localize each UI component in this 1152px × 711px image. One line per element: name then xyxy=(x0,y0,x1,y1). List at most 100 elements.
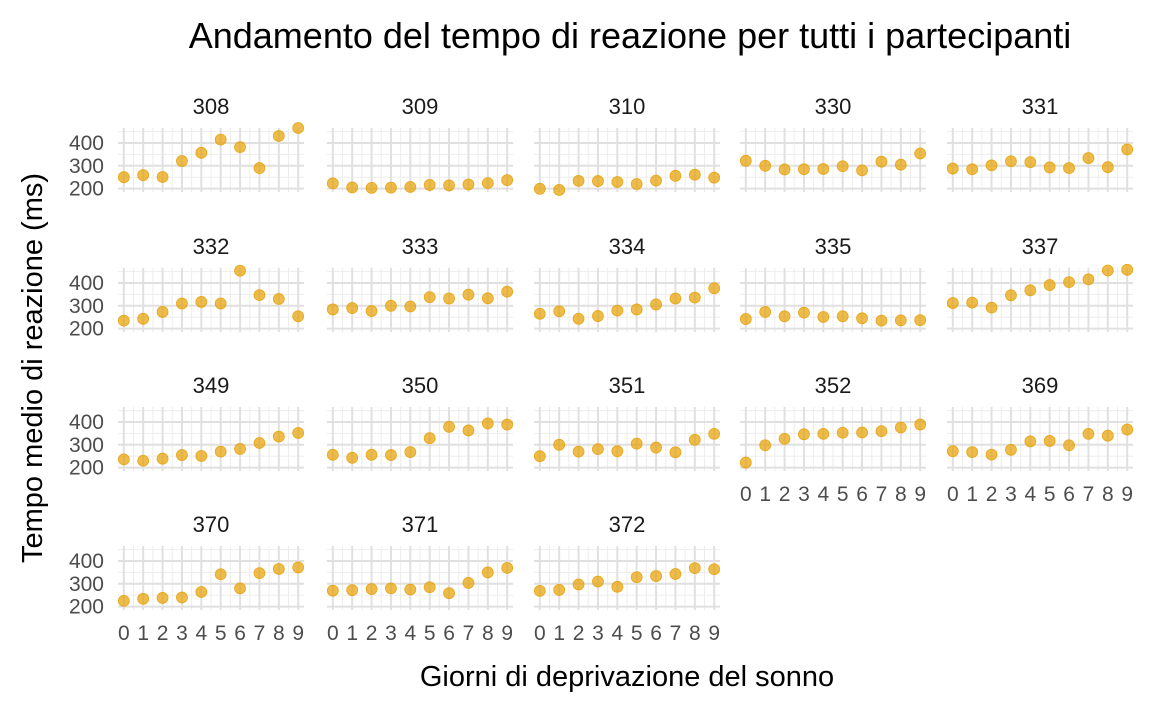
data-point xyxy=(630,571,643,584)
data-point xyxy=(272,430,285,443)
data-point xyxy=(985,301,998,314)
x-tick-label: 9 xyxy=(292,622,304,645)
data-point xyxy=(156,306,169,318)
data-point xyxy=(650,441,662,454)
data-point xyxy=(137,592,150,605)
data-point xyxy=(708,563,721,576)
facet-label: 310 xyxy=(609,94,646,119)
data-point xyxy=(365,182,378,194)
data-point xyxy=(739,154,752,167)
x-tick-label: 0 xyxy=(118,622,130,645)
data-point xyxy=(669,169,682,182)
data-point xyxy=(708,282,721,295)
data-point xyxy=(481,417,494,430)
facet-label: 333 xyxy=(402,234,439,259)
data-point xyxy=(234,141,246,154)
data-point xyxy=(1043,435,1056,447)
x-tick-label: 9 xyxy=(501,622,513,645)
data-point xyxy=(156,452,169,465)
y-tick-label: 300 xyxy=(69,573,104,596)
data-point xyxy=(117,171,130,184)
x-tick-label: 9 xyxy=(914,483,926,506)
data-point xyxy=(272,563,285,575)
data-point xyxy=(292,561,305,574)
data-point xyxy=(688,291,701,304)
data-point xyxy=(778,163,791,176)
data-point xyxy=(253,567,266,580)
data-point xyxy=(669,568,682,580)
data-point xyxy=(894,421,907,434)
data-point xyxy=(365,305,378,317)
data-point xyxy=(630,178,643,190)
facet-panel-310: 310 xyxy=(533,94,721,196)
facet-label: 335 xyxy=(815,234,852,259)
facet-label: 351 xyxy=(609,373,646,398)
data-point xyxy=(836,426,849,439)
data-point xyxy=(195,146,208,159)
y-axis-title: Tempo medio di reazione (ms) xyxy=(17,173,49,563)
data-point xyxy=(253,289,266,302)
facet-panel-330: 330 xyxy=(739,94,927,192)
facet-label: 309 xyxy=(402,94,439,119)
data-point xyxy=(611,445,624,458)
facet-label: 372 xyxy=(609,512,646,537)
data-point xyxy=(404,300,417,313)
x-tick-label: 4 xyxy=(611,622,623,645)
data-point xyxy=(346,451,359,464)
data-point xyxy=(592,575,604,588)
facet-panel-352: 352 0 1 2 3 4 5 6 7 8 9 xyxy=(739,373,927,506)
data-point xyxy=(836,310,849,323)
data-point xyxy=(195,296,208,308)
data-point xyxy=(1082,427,1095,440)
y-tick-label: 200 xyxy=(69,596,104,619)
data-point xyxy=(856,164,868,177)
data-point xyxy=(572,445,585,458)
data-point xyxy=(462,178,475,191)
data-point xyxy=(462,288,475,301)
data-point xyxy=(966,446,979,458)
data-point xyxy=(385,582,397,595)
data-point xyxy=(365,583,378,595)
facet-label: 337 xyxy=(1022,234,1059,259)
facet-label: 308 xyxy=(193,94,230,119)
data-point xyxy=(1063,439,1075,452)
facet-panel-333: 333 xyxy=(326,234,514,332)
data-point xyxy=(1005,443,1017,456)
facet-label: 330 xyxy=(815,94,852,119)
x-tick-label: 8 xyxy=(689,622,701,645)
x-tick-label: 3 xyxy=(592,622,604,645)
facet-panel-369: 369 0 1 2 3 4 5 6 7 8 9 xyxy=(946,373,1134,506)
data-point xyxy=(1063,276,1075,289)
data-point xyxy=(817,427,830,440)
facet-label: 334 xyxy=(609,234,646,259)
x-tick-label: 3 xyxy=(798,483,810,506)
data-point xyxy=(423,581,436,594)
data-point xyxy=(1082,152,1095,164)
data-point xyxy=(875,155,888,168)
x-tick-label: 4 xyxy=(195,622,207,645)
data-point xyxy=(985,159,998,172)
data-point xyxy=(650,174,662,187)
data-point xyxy=(176,155,188,167)
data-point xyxy=(234,582,246,595)
data-point xyxy=(195,586,208,598)
x-tick-label: 9 xyxy=(1121,483,1133,506)
x-tick-label: 2 xyxy=(986,483,998,506)
data-point xyxy=(798,163,810,176)
x-axis-title: Giorni di deprivazione del sonno xyxy=(420,661,834,693)
data-point xyxy=(894,158,907,171)
data-point xyxy=(176,591,188,604)
facet-panel-309: 309 xyxy=(326,94,514,194)
y-tick-label: 200 xyxy=(69,318,104,341)
data-point xyxy=(914,147,927,160)
data-point xyxy=(572,312,585,325)
y-tick-label: 300 xyxy=(69,295,104,318)
data-point xyxy=(501,174,514,187)
data-point xyxy=(875,314,888,327)
data-point xyxy=(481,177,494,190)
data-point xyxy=(423,179,436,191)
data-point xyxy=(253,437,266,449)
x-tick-label: 5 xyxy=(215,622,227,645)
data-point xyxy=(117,453,130,466)
